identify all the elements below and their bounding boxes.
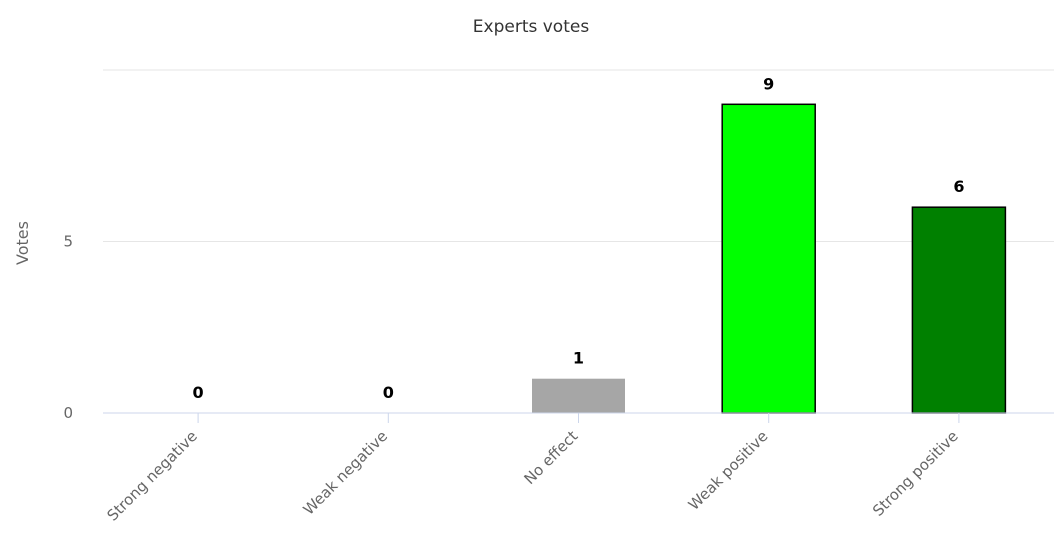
chart-title: Experts votes <box>473 17 590 37</box>
x-category-label: Weak negative <box>300 427 392 519</box>
x-axis-ticks <box>197 413 960 423</box>
data-labels: 0 0 1 9 6 <box>191 73 966 404</box>
y-axis-title: Votes <box>13 221 32 265</box>
x-category-label: Weak positive <box>685 427 772 514</box>
data-label: 1 <box>573 349 584 368</box>
y-axis-ticks: 05 <box>63 233 73 423</box>
bars <box>532 103 1007 414</box>
data-label: 9 <box>763 74 774 93</box>
bar <box>532 378 625 413</box>
data-label: 0 <box>193 383 204 402</box>
bar <box>721 103 816 414</box>
y-tick-label: 0 <box>63 404 73 422</box>
x-category-label: No effect <box>520 427 581 488</box>
x-category-label: Strong negative <box>103 427 200 524</box>
x-category-label: Strong positive <box>869 427 962 520</box>
data-label: 0 <box>383 383 394 402</box>
x-axis-labels: Strong negative Weak negative No effect Wea… <box>103 427 961 525</box>
bar <box>911 206 1007 414</box>
y-tick-label: 5 <box>63 233 73 251</box>
data-label: 6 <box>953 177 964 196</box>
